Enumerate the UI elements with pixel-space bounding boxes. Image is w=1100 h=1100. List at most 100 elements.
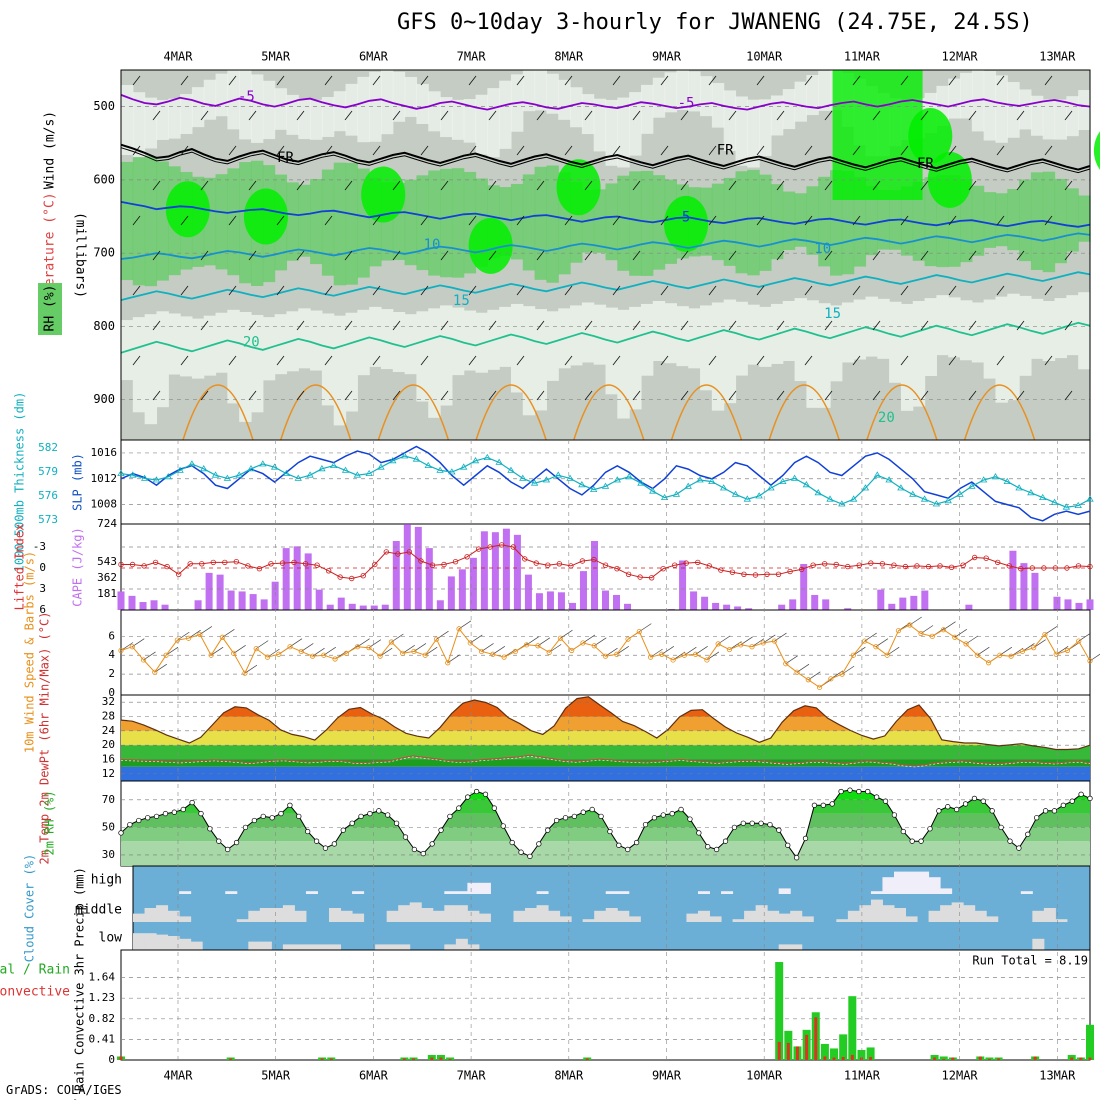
convective-bar: [823, 1056, 827, 1060]
li-marker: [360, 573, 366, 579]
wind-marker: [174, 637, 180, 643]
thickness-marker: [306, 471, 314, 478]
li-tick: 6: [39, 603, 46, 616]
li-marker: [429, 562, 436, 568]
cloud-cell: [686, 913, 699, 922]
wind-barb: [248, 180, 257, 191]
contour-label: FR: [717, 143, 734, 159]
rh-marker: [847, 787, 853, 793]
wind-barb: [228, 215, 237, 226]
dry-band: [333, 315, 347, 426]
wind-barb: [228, 355, 237, 366]
wind-marker: [580, 640, 586, 646]
wind-marker: [749, 644, 755, 650]
convective-bar: [786, 1042, 790, 1060]
wind-barb: [612, 355, 621, 366]
wind-marker: [760, 640, 766, 646]
dry-band: [345, 312, 358, 412]
convective-bar: [987, 1058, 991, 1060]
wind-barb: [872, 250, 881, 261]
rh-marker: [980, 798, 986, 804]
rh-marker: [589, 806, 595, 813]
rh-marker: [962, 801, 969, 807]
wind-barb: [804, 215, 813, 226]
dry-band: [924, 298, 937, 377]
wind-barb: [660, 145, 669, 156]
temp-tick: 28: [102, 710, 115, 723]
wind-barb: [536, 110, 545, 121]
wind-barb: [468, 355, 477, 366]
wind-barb: [276, 355, 285, 366]
cloud-cell: [617, 891, 630, 894]
cape-bar: [568, 602, 576, 610]
rh-marker: [971, 795, 978, 802]
wind-marker: [343, 650, 349, 656]
rh-marker: [660, 812, 666, 818]
cloud-cell: [882, 905, 895, 922]
wind-barb: [516, 215, 525, 226]
cape-bar: [315, 589, 323, 610]
li-marker: [683, 560, 689, 566]
wind-barb: [440, 320, 449, 331]
slp-tick: 724: [97, 517, 117, 530]
thickness-marker: [1050, 498, 1059, 505]
temp-contour-25: [573, 384, 645, 441]
dry-band: [723, 299, 737, 404]
rh-marker: [1087, 795, 1093, 802]
cape-bar: [260, 599, 268, 610]
contour-label: 15: [453, 293, 470, 309]
convective-bar: [933, 1057, 937, 1060]
convective-bar: [814, 1017, 818, 1060]
rh-band: [121, 841, 1090, 866]
cape-bar: [194, 600, 202, 610]
cloud-cell: [1032, 910, 1045, 922]
li-marker: [545, 562, 551, 568]
wind-barb: [440, 390, 449, 401]
rh-marker: [1025, 831, 1031, 837]
thick-tick: 579: [38, 465, 58, 478]
wind-barb: [516, 145, 525, 156]
day-label-bottom: 5MAR: [261, 1069, 291, 1083]
wind-barb: [200, 180, 209, 191]
li-marker: [268, 561, 274, 567]
li-marker: [199, 561, 205, 567]
thickness-marker: [353, 471, 362, 478]
convective-bar: [859, 1057, 863, 1060]
wind-barb: [180, 285, 189, 296]
wind-barb: [968, 390, 977, 401]
li-marker: [1041, 565, 1047, 571]
rh-marker: [491, 805, 498, 811]
wind-marker: [388, 639, 395, 645]
precip-bar: [446, 1057, 455, 1060]
dry-upper: [652, 77, 666, 118]
convective-bar: [832, 1057, 836, 1060]
li-marker: [879, 561, 886, 567]
rh-marker: [562, 815, 569, 821]
cloud-cell: [179, 891, 192, 894]
day-label-bottom: 8MAR: [554, 1069, 584, 1083]
cloud-cell: [559, 916, 572, 922]
dry-band: [629, 306, 642, 410]
rh-marker: [767, 821, 773, 828]
cloud-cell: [548, 910, 561, 922]
dry-upper: [168, 98, 181, 139]
wind-marker: [794, 669, 800, 675]
cloud-cell: [444, 891, 457, 894]
wind-barb: [824, 390, 833, 401]
temp-tick: 24: [102, 724, 116, 737]
rh-marker: [473, 788, 480, 795]
li-marker: [856, 562, 862, 568]
wind-marker: [726, 646, 733, 653]
dry-upper: [782, 89, 796, 130]
wind-marker: [287, 644, 293, 650]
wind-barb: [536, 390, 545, 401]
rh-marker: [189, 799, 195, 806]
li-marker: [948, 564, 955, 570]
thickness-marker: [1003, 477, 1011, 484]
rh-band: [593, 189, 607, 253]
thickness-marker: [400, 452, 409, 459]
li-marker: [1006, 563, 1012, 569]
dry-upper: [995, 75, 1008, 143]
convective-bar: [412, 1058, 416, 1060]
rh-band: [132, 157, 146, 286]
